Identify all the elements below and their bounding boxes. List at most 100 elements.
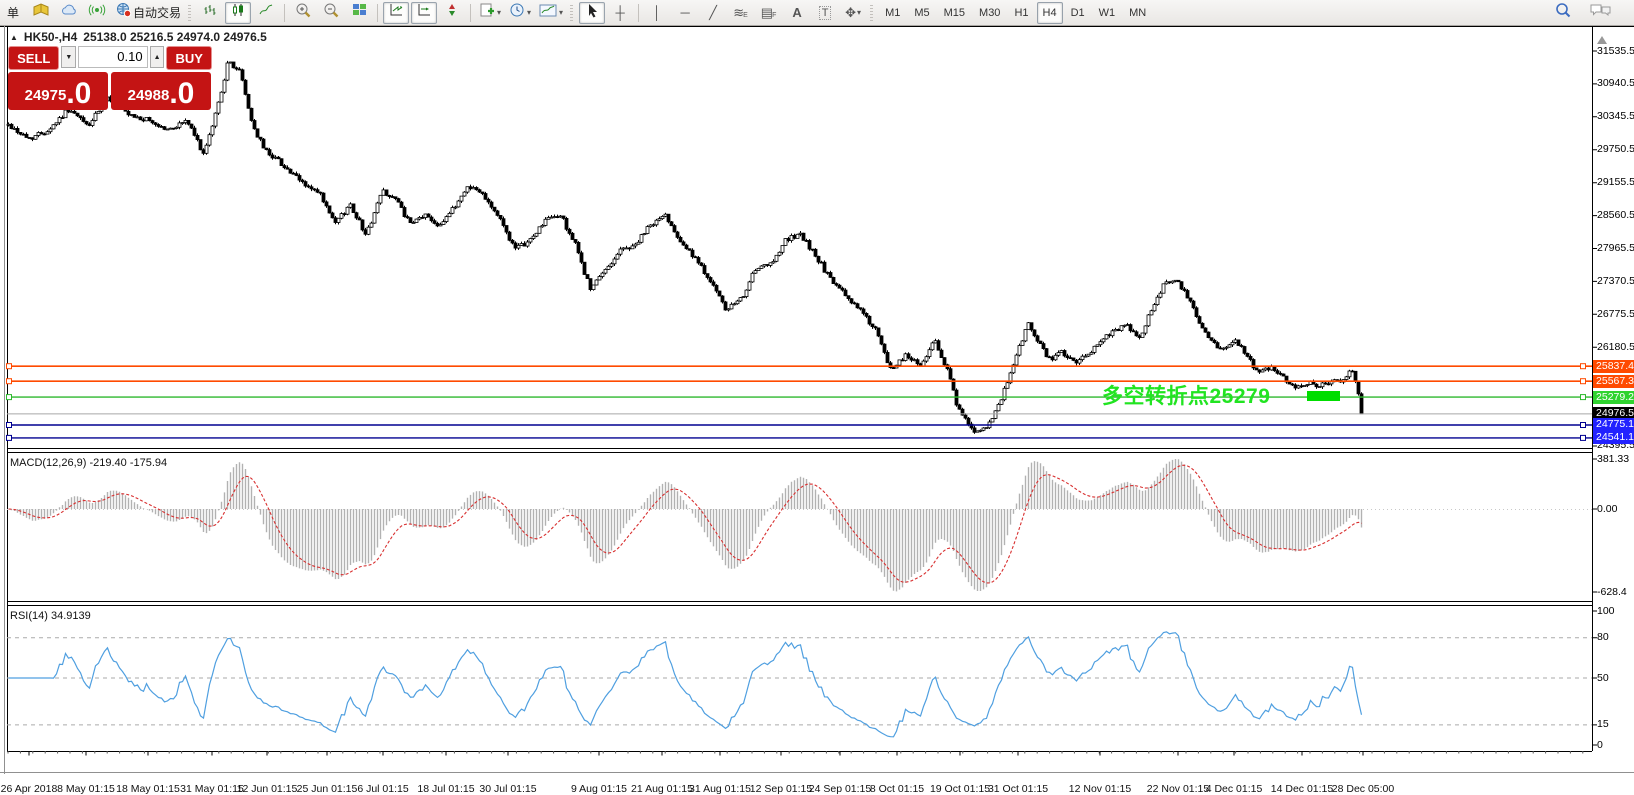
zoom-out-icon	[322, 2, 340, 24]
sell-price-main: 24975	[24, 87, 67, 104]
date-axis-label[interactable]: 6 Jul 01:15	[357, 783, 409, 795]
timeframe-d1[interactable]: D1	[1065, 2, 1091, 24]
date-axis-label[interactable]: 8 May 01:15	[57, 783, 115, 795]
cloud-button[interactable]	[56, 2, 82, 24]
date-axis-label[interactable]: 4 Dec 01:15	[1205, 783, 1263, 795]
crosshair-tool-button[interactable]: ┼	[607, 2, 633, 24]
timeframe-m1[interactable]: M1	[879, 2, 906, 24]
arrows-tool-button[interactable]: ✥ ▾	[840, 2, 866, 24]
date-axis-label[interactable]: 31 Oct 01:15	[987, 783, 1049, 795]
price-tick-label: 29750.5	[1597, 143, 1634, 156]
macd-axis-label: -628.4	[1597, 585, 1627, 598]
horizontal-line-icon: ─	[680, 5, 690, 20]
sell-button[interactable]: SELL	[8, 46, 60, 70]
title-marker-icon: ▲	[10, 32, 18, 42]
autoscroll-icon	[388, 2, 404, 23]
bar-chart-type-button[interactable]	[197, 2, 223, 24]
date-axis-label[interactable]: 14 Dec 01:15	[1270, 783, 1334, 795]
date-axis-label[interactable]: 31 Aug 01:15	[689, 783, 751, 795]
timeframe-m15[interactable]: M15	[938, 2, 971, 24]
timeframe-m30[interactable]: M30	[973, 2, 1006, 24]
buy-button[interactable]: BUY	[166, 46, 212, 70]
new-order-button[interactable]: 单	[0, 2, 26, 24]
chart-shift-button[interactable]	[411, 1, 438, 24]
chat-button[interactable]	[1586, 2, 1616, 24]
timeframe-label: MN	[1129, 6, 1147, 19]
candlestick-chart-type-button[interactable]	[225, 1, 252, 24]
crosshair-icon: ┼	[615, 5, 625, 20]
autotrading-button[interactable]: 自动交易	[112, 2, 184, 24]
chevron-down-icon: ▾	[527, 8, 532, 17]
symbol-period-label: HK50-,H4	[23, 30, 78, 44]
date-axis-label[interactable]: 28 Dec 05:00	[1331, 783, 1395, 795]
new-chart-button[interactable]: ▾	[476, 2, 504, 24]
search-button[interactable]	[1550, 2, 1576, 24]
date-axis-label[interactable]: 24 Sep 01:15	[808, 783, 872, 795]
date-axis-label[interactable]: 9 Aug 01:15	[570, 783, 628, 795]
chart-autoscroll-button[interactable]	[383, 1, 410, 24]
template-icon	[539, 3, 558, 23]
timeframe-w1[interactable]: W1	[1093, 2, 1122, 24]
line-chart-type-button[interactable]	[253, 2, 279, 24]
date-axis-label[interactable]: 19 Oct 01:15	[929, 783, 991, 795]
date-axis-label[interactable]: 22 Nov 01:15	[1146, 783, 1210, 795]
signal-icon	[88, 2, 106, 23]
chart-annotation[interactable]: 多空转折点25279	[1102, 385, 1271, 408]
text-tool-button[interactable]: A	[784, 2, 810, 24]
vertical-line-tool-button[interactable]: │	[644, 2, 670, 24]
buy-label: BUY	[175, 50, 203, 66]
toolbar-separator	[470, 3, 472, 22]
toolbar-separator	[284, 3, 286, 22]
zoom-out-button[interactable]	[318, 2, 344, 24]
sell-price-box[interactable]: 24975 .0	[8, 72, 108, 110]
new-order-label: 单	[6, 6, 19, 20]
fibonacci-tool-button[interactable]: ≋ E	[728, 2, 754, 24]
date-axis-label[interactable]: 30 Jul 01:15	[479, 783, 537, 795]
history-book-button[interactable]	[28, 2, 54, 24]
main-toolbar: 单 自动交易	[0, 0, 1634, 26]
date-axis-label[interactable]: 18 May 01:15	[116, 783, 180, 795]
text-label-tool-button[interactable]: T	[812, 2, 838, 24]
date-axis-label[interactable]: 18 Jul 01:15	[417, 783, 475, 795]
timeframe-m5[interactable]: M5	[908, 2, 935, 24]
date-axis-label[interactable]: 8 Oct 01:15	[869, 783, 925, 795]
timeframe-h4[interactable]: H4	[1036, 1, 1063, 24]
price-tick-label: 30940.5	[1597, 77, 1634, 90]
toolbar-separator	[377, 3, 379, 22]
indicators-arrows-button[interactable]	[439, 2, 465, 24]
toolbar-grip	[870, 4, 874, 21]
text-a-icon: A	[792, 5, 802, 20]
tile-windows-button[interactable]	[346, 2, 372, 24]
date-axis-label[interactable]: 26 Apr 2018	[0, 783, 58, 795]
date-axis-label[interactable]: 21 Aug 01:15	[631, 783, 693, 795]
timeframe-label: W1	[1098, 6, 1116, 19]
price-level-badge: 25837.4	[1593, 359, 1634, 373]
timeframe-h1[interactable]: H1	[1008, 2, 1034, 24]
date-axis-label[interactable]: 31 May 01:15	[180, 783, 244, 795]
volume-increase-button[interactable]: ▲	[149, 46, 165, 68]
trendline-tool-button[interactable]: ╱	[700, 2, 726, 24]
macd-axis-label: 381.33	[1597, 452, 1630, 465]
chart-canvas[interactable]	[0, 26, 1634, 774]
channel-grid-icon: ▤	[760, 4, 774, 20]
zoom-in-button[interactable]	[290, 2, 316, 24]
cursor-tool-button[interactable]	[579, 1, 606, 24]
date-axis-label[interactable]: 12 Nov 01:15	[1068, 783, 1132, 795]
signal-button[interactable]	[84, 2, 110, 24]
timeframe-mn[interactable]: MN	[1123, 2, 1152, 24]
trendline-icon: ╱	[709, 4, 717, 20]
buy-price-box[interactable]: 24988 .0	[111, 72, 211, 110]
date-axis-label[interactable]: 25 Jun 01:15	[296, 783, 358, 795]
sell-label: SELL	[17, 50, 51, 66]
volume-input[interactable]: 0.10	[78, 46, 148, 68]
date-axis-label[interactable]: 12 Jun 01:15	[236, 783, 298, 795]
horizontal-line-tool-button[interactable]: ─	[672, 2, 698, 24]
period-button[interactable]: ▾	[506, 2, 534, 24]
date-axis-label[interactable]: 12 Sep 01:15	[749, 783, 813, 795]
timeframe-label: M5	[914, 6, 930, 19]
channel-tool-button[interactable]: ▤ F	[756, 2, 782, 24]
price-tick-label: 30345.5	[1597, 110, 1634, 123]
volume-decrease-button[interactable]: ▼	[61, 46, 77, 68]
template-button[interactable]: ▾	[536, 2, 566, 24]
toolbar-grip	[570, 4, 574, 21]
